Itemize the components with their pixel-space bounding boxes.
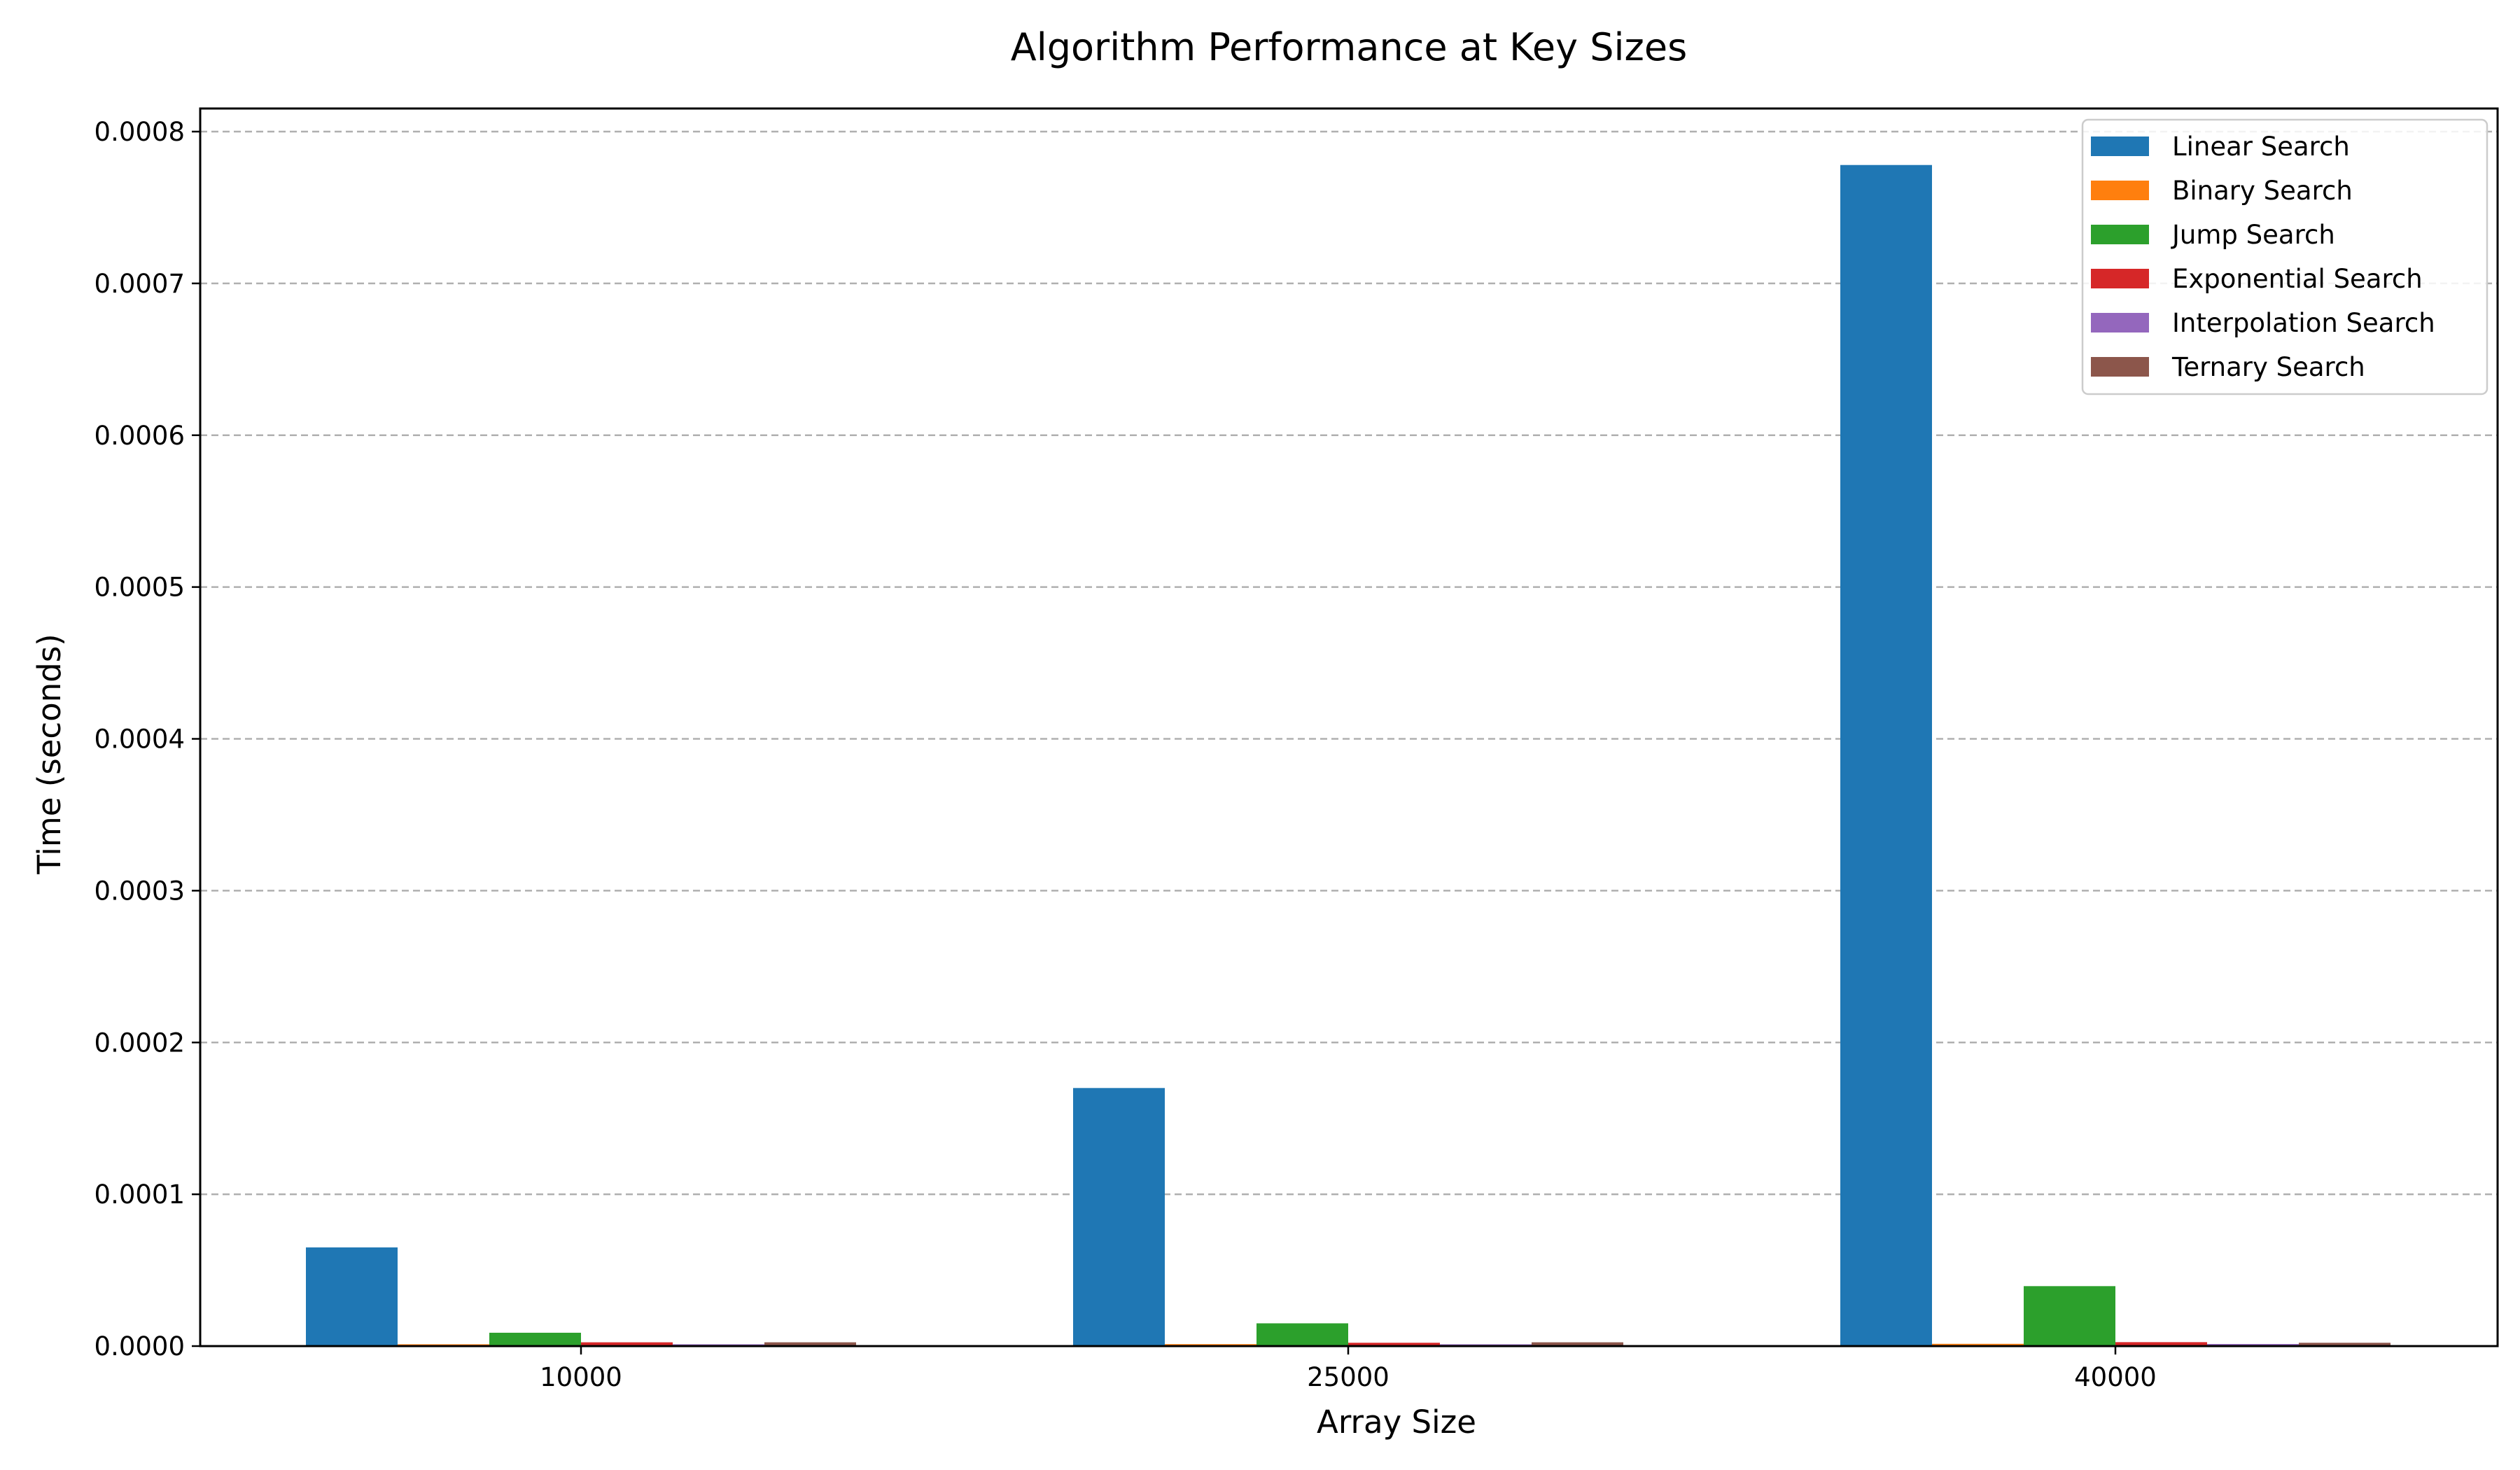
legend-swatch — [2091, 357, 2149, 377]
legend-label: Jump Search — [2171, 220, 2335, 250]
bar-ternary-search — [1532, 1342, 1623, 1346]
bars — [306, 164, 2390, 1346]
legend-swatch — [2091, 136, 2149, 156]
y-tick-label: 0.0006 — [94, 421, 185, 451]
bar-binary-search — [1932, 1343, 2024, 1346]
y-axis: 0.0000 0.0001 0.0002 0.0003 0.0004 0.0005 0.00… — [94, 117, 200, 1362]
legend-label: Binary Search — [2172, 176, 2353, 206]
legend-swatch — [2091, 313, 2149, 332]
legend: Linear Search Binary Search Jump Search Exp… — [2081, 118, 2488, 396]
x-axis-title: Array Size — [1317, 1404, 1476, 1441]
bar-ternary-search — [764, 1342, 856, 1346]
x-tick-label: 10000 — [540, 1362, 622, 1392]
y-tick-label: 0.0008 — [94, 117, 185, 147]
bar-linear-search — [1840, 164, 1932, 1346]
legend-label: Linear Search — [2172, 132, 2350, 162]
bar-jump-search — [2024, 1286, 2115, 1346]
legend-label: Exponential Search — [2172, 264, 2423, 294]
bar-linear-search — [306, 1247, 398, 1346]
y-tick-label: 0.0004 — [94, 724, 185, 755]
x-axis: 10000 25000 40000 — [540, 1346, 2157, 1392]
y-tick-label: 0.0002 — [94, 1028, 185, 1058]
bar-jump-search — [1256, 1323, 1348, 1346]
chart-title: Algorithm Performance at Key Sizes — [1011, 25, 1687, 69]
bar-linear-search — [1073, 1088, 1165, 1346]
bar-jump-search — [489, 1332, 581, 1346]
legend-label: Interpolation Search — [2172, 308, 2435, 338]
x-tick-label: 40000 — [2074, 1362, 2157, 1392]
legend-label: Ternary Search — [2171, 352, 2365, 382]
bar-interpolation-search — [2207, 1343, 2299, 1346]
legend-swatch — [2091, 269, 2149, 288]
legend-swatch — [2091, 225, 2149, 244]
bar-exponential-search — [1348, 1343, 1440, 1346]
y-axis-title: Time (seconds) — [31, 634, 68, 874]
y-tick-label: 0.0005 — [94, 573, 185, 603]
bar-exponential-search — [2115, 1342, 2207, 1346]
legend-box — [2081, 118, 2488, 396]
bar-ternary-search — [2299, 1343, 2390, 1346]
legend-swatch — [2091, 181, 2149, 200]
bar-exponential-search — [581, 1342, 673, 1346]
x-tick-label: 25000 — [1307, 1362, 1390, 1392]
y-tick-label: 0.0007 — [94, 269, 185, 299]
y-tick-label: 0.0003 — [94, 876, 185, 906]
y-tick-label: 0.0000 — [94, 1331, 185, 1362]
y-tick-label: 0.0001 — [94, 1180, 185, 1210]
